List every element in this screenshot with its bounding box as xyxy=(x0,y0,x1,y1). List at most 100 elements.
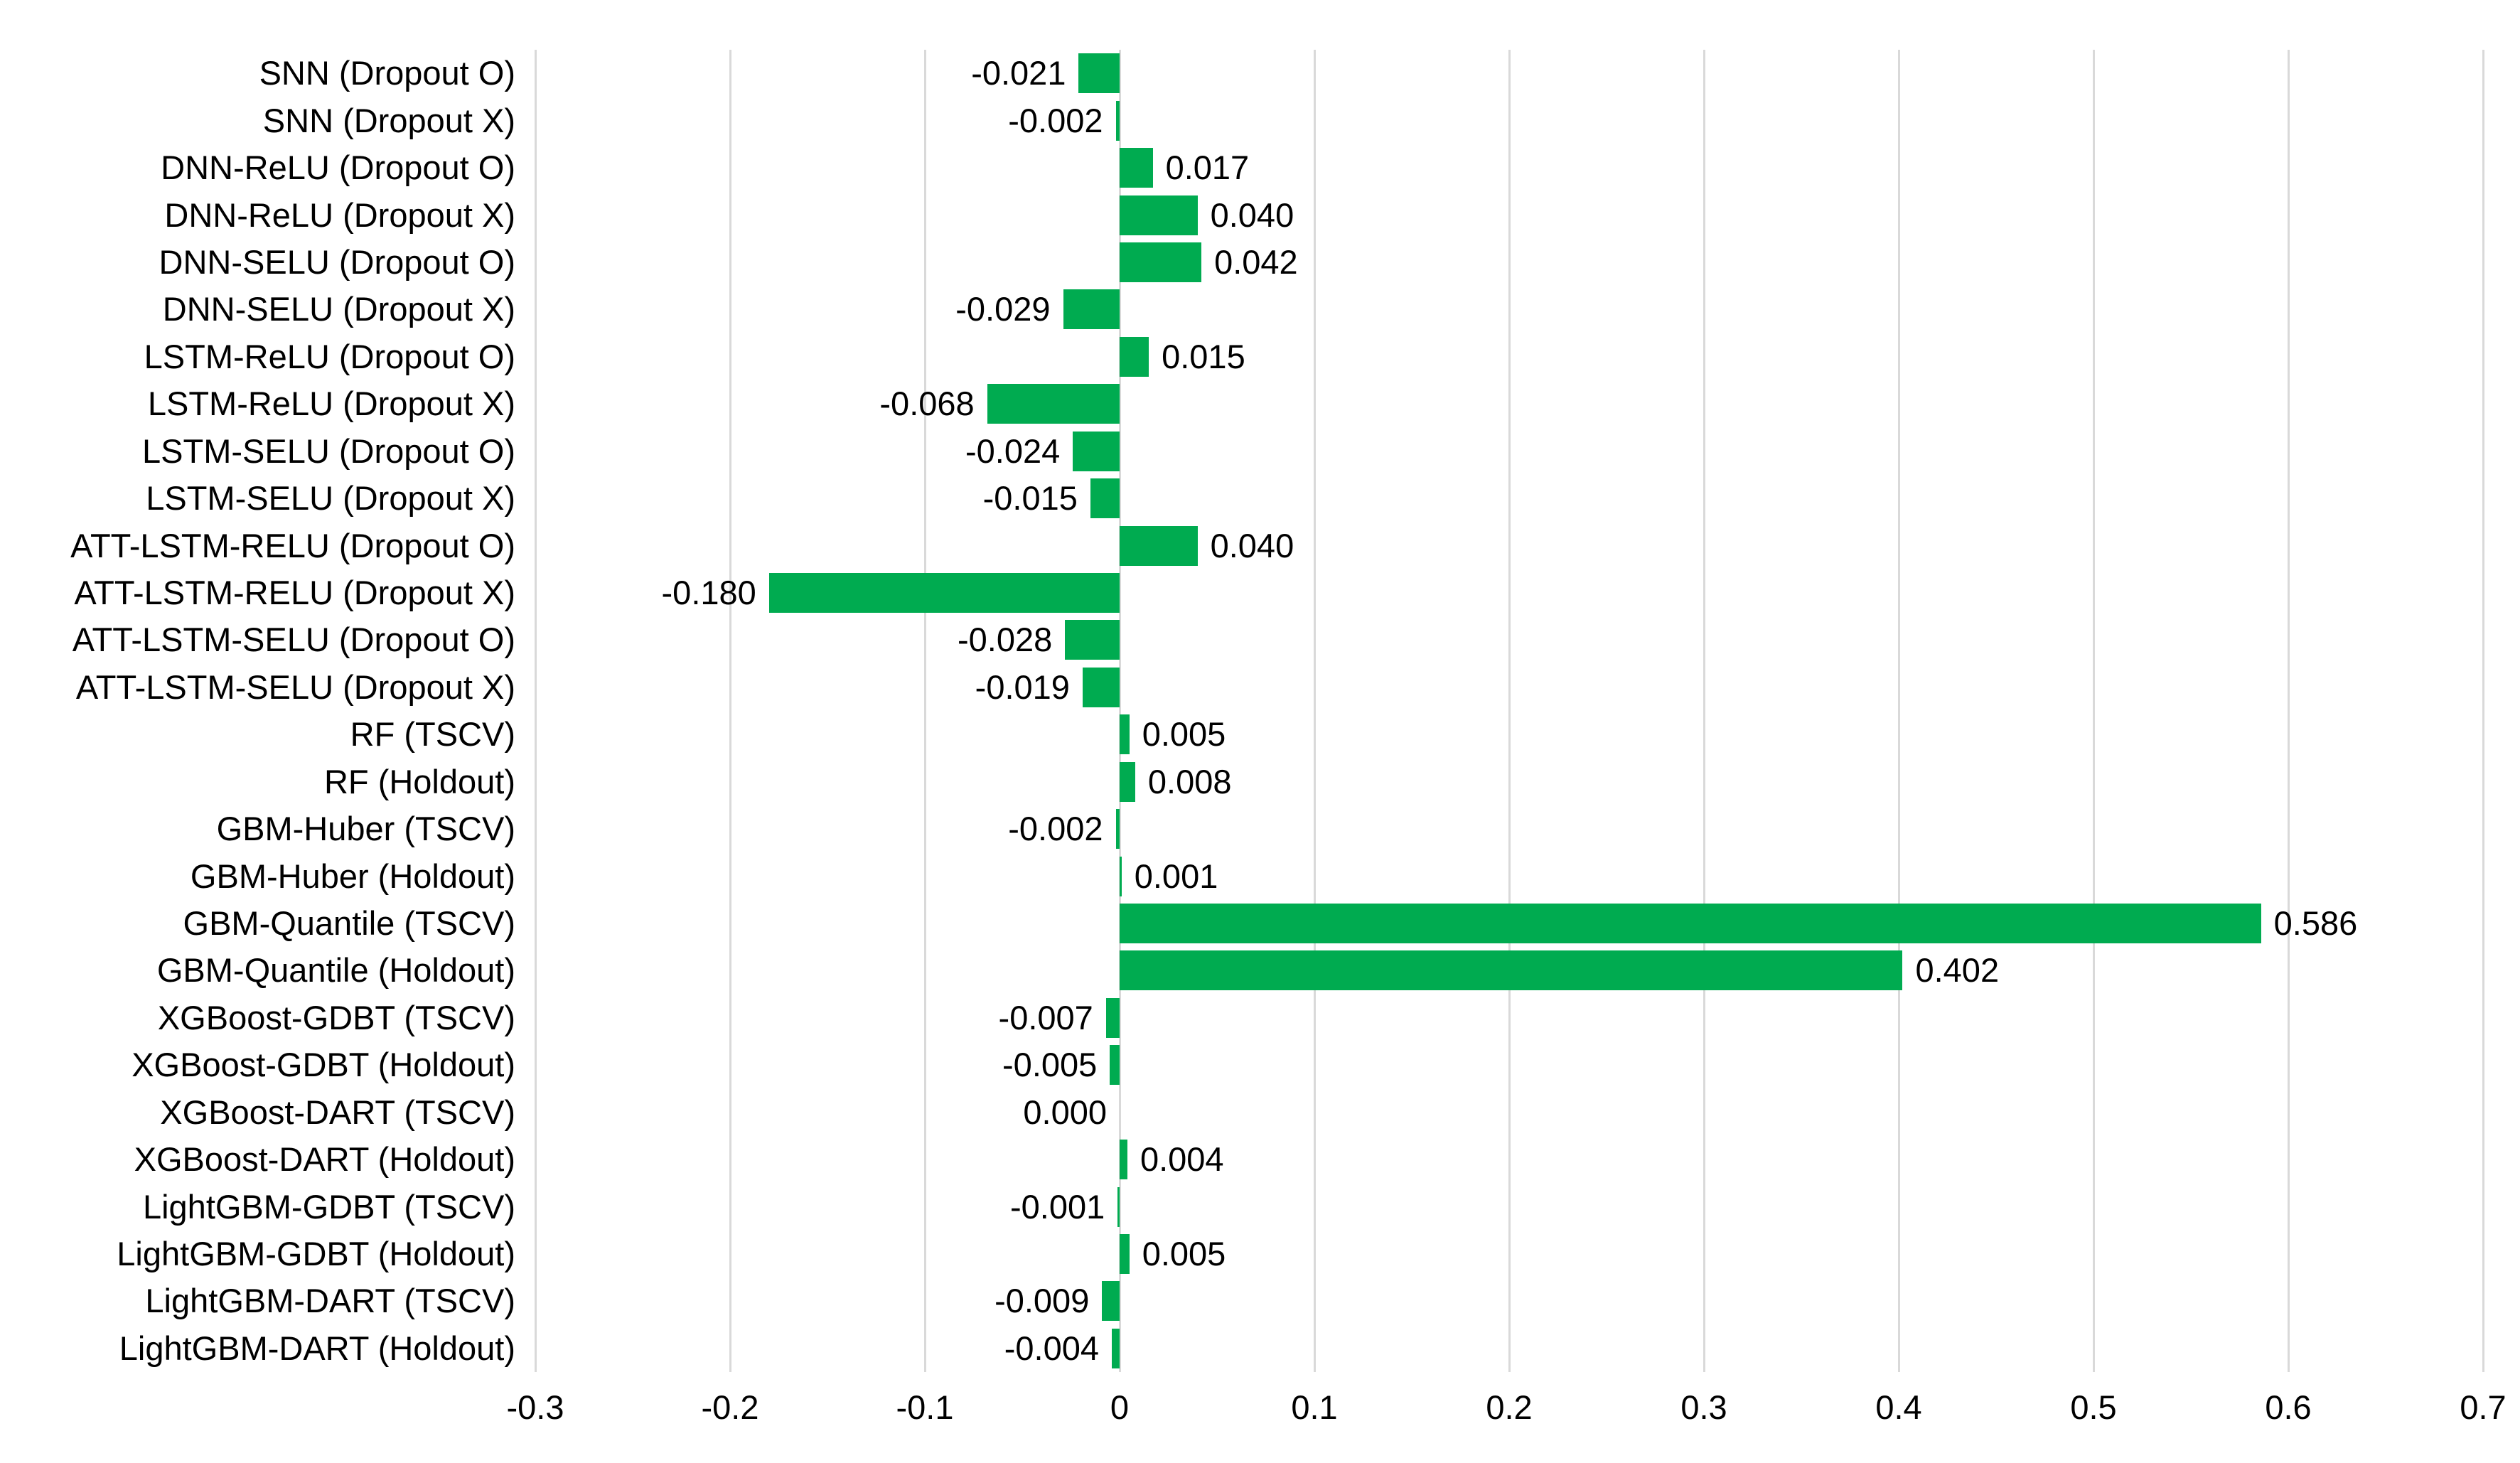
category-label: SNN (Dropout O) xyxy=(259,54,515,92)
category-label: XGBoost-DART (TSCV) xyxy=(160,1093,515,1131)
bar xyxy=(1082,667,1120,707)
category-label: DNN-SELU (Dropout X) xyxy=(162,290,515,328)
bar xyxy=(1063,289,1120,330)
category-label: LSTM-SELU (Dropout O) xyxy=(142,432,515,470)
gridline-0.6 xyxy=(2287,50,2290,1372)
bar xyxy=(1065,620,1120,660)
bar xyxy=(1115,809,1120,850)
bar xyxy=(1110,1045,1120,1086)
bar-value-label: 0.008 xyxy=(1147,762,1232,800)
gridline--0.3 xyxy=(534,50,537,1372)
category-label: GBM-Huber (TSCV) xyxy=(216,810,515,848)
bar xyxy=(1102,1281,1120,1322)
bar-value-label: -0.019 xyxy=(975,668,1070,706)
bar xyxy=(768,572,1120,613)
gridline-0.3 xyxy=(1703,50,1705,1372)
x-axis-tick-label: 0.7 xyxy=(2460,1388,2506,1426)
category-label: SNN (Dropout X) xyxy=(262,101,515,139)
x-axis-tick-label: -0.3 xyxy=(506,1388,564,1426)
bar-value-label: 0.040 xyxy=(1210,195,1294,234)
bar xyxy=(1112,1328,1120,1368)
bar xyxy=(1120,148,1153,188)
x-axis-tick-label: 0.1 xyxy=(1291,1388,1338,1426)
bar xyxy=(1120,903,2261,943)
gridline-0.2 xyxy=(1508,50,1511,1372)
bar-value-label: 0.015 xyxy=(1162,337,1245,375)
bar xyxy=(1115,100,1120,141)
x-axis-tick-label: 0.6 xyxy=(2265,1388,2312,1426)
x-axis-tick-label: 0.2 xyxy=(1486,1388,1533,1426)
bar xyxy=(987,384,1120,424)
category-label: LSTM-ReLU (Dropout O) xyxy=(144,337,515,375)
category-label: GBM-Quantile (TSCV) xyxy=(183,904,515,942)
category-label: XGBoost-GDBT (TSCV) xyxy=(157,998,515,1036)
category-label: GBM-Huber (Holdout) xyxy=(190,857,515,895)
bar xyxy=(1120,950,1903,991)
gridline--0.1 xyxy=(923,50,926,1372)
gridline-0 xyxy=(1118,50,1121,1372)
category-label: XGBoost-GDBT (Holdout) xyxy=(132,1046,515,1084)
x-axis-tick-label: -0.1 xyxy=(896,1388,954,1426)
bar-value-label: -0.015 xyxy=(982,479,1078,518)
category-label: XGBoost-DART (Holdout) xyxy=(134,1140,515,1179)
bar-value-label: 0.042 xyxy=(1214,242,1298,281)
bar-value-label: 0.017 xyxy=(1165,149,1250,187)
bar-value-label: 0.005 xyxy=(1142,715,1226,754)
bar-value-label: -0.001 xyxy=(1009,1187,1105,1226)
bar xyxy=(1120,761,1135,802)
bar xyxy=(1120,242,1202,282)
bar-value-label: -0.029 xyxy=(955,290,1051,328)
category-label: LSTM-SELU (Dropout X) xyxy=(146,479,515,518)
bar-value-label: 0.402 xyxy=(1915,951,2000,990)
category-label: LightGBM-GDBT (TSCV) xyxy=(142,1187,515,1226)
x-axis-tick-label: 0 xyxy=(1110,1388,1130,1426)
x-axis-tick-label: 0.3 xyxy=(1680,1388,1727,1426)
bar-value-label: -0.007 xyxy=(998,998,1093,1036)
bar-value-label: 0.000 xyxy=(1023,1093,1107,1131)
category-label: RF (Holdout) xyxy=(323,762,515,800)
bar-value-label: 0.005 xyxy=(1142,1234,1226,1272)
bar xyxy=(1120,336,1149,377)
bar-value-label: -0.180 xyxy=(661,573,756,611)
bar-value-label: -0.028 xyxy=(958,621,1053,659)
category-label: ATT-LSTM-SELU (Dropout X) xyxy=(75,668,515,706)
bar xyxy=(1120,195,1198,235)
bar-value-label: -0.024 xyxy=(965,432,1061,470)
bar xyxy=(1120,1140,1127,1180)
bar xyxy=(1078,53,1120,94)
bar-value-label: 0.040 xyxy=(1210,526,1294,564)
bar xyxy=(1120,525,1198,566)
bar xyxy=(1117,1186,1120,1227)
gridline-0.7 xyxy=(2482,50,2484,1372)
category-label: RF (TSCV) xyxy=(350,715,515,754)
bar-value-label: -0.002 xyxy=(1008,101,1103,139)
bar-value-label: -0.009 xyxy=(994,1282,1090,1320)
bar xyxy=(1120,856,1122,896)
category-label: LightGBM-GDBT (Holdout) xyxy=(117,1234,515,1272)
bar-value-label: -0.002 xyxy=(1008,810,1103,848)
bar-value-label: -0.068 xyxy=(879,385,975,423)
x-axis-tick-label: 0.5 xyxy=(2070,1388,2117,1426)
category-label: ATT-LSTM-RELU (Dropout O) xyxy=(70,526,515,564)
category-label: LSTM-ReLU (Dropout X) xyxy=(147,385,515,423)
bar-value-label: 0.004 xyxy=(1140,1140,1224,1179)
category-label: DNN-ReLU (Dropout O) xyxy=(161,149,515,187)
gridline-0.4 xyxy=(1897,50,1900,1372)
bar-value-label: 0.001 xyxy=(1134,857,1218,895)
gridline-0.1 xyxy=(1313,50,1316,1372)
x-axis-tick-label: 0.4 xyxy=(1875,1388,1922,1426)
category-label: LightGBM-DART (Holdout) xyxy=(119,1329,515,1367)
category-label: DNN-SELU (Dropout O) xyxy=(159,242,515,281)
bar-value-label: -0.021 xyxy=(971,54,1066,92)
gridline-0.5 xyxy=(2092,50,2095,1372)
bar xyxy=(1120,714,1130,755)
category-label: LightGBM-DART (TSCV) xyxy=(145,1282,515,1320)
bar xyxy=(1090,478,1120,519)
category-label: GBM-Quantile (Holdout) xyxy=(156,951,515,990)
x-axis-tick-label: -0.2 xyxy=(701,1388,759,1426)
bar-value-label: 0.586 xyxy=(2273,904,2358,942)
bar xyxy=(1073,431,1120,471)
bar-value-label: -0.004 xyxy=(1004,1329,1100,1367)
bar xyxy=(1120,1233,1130,1274)
